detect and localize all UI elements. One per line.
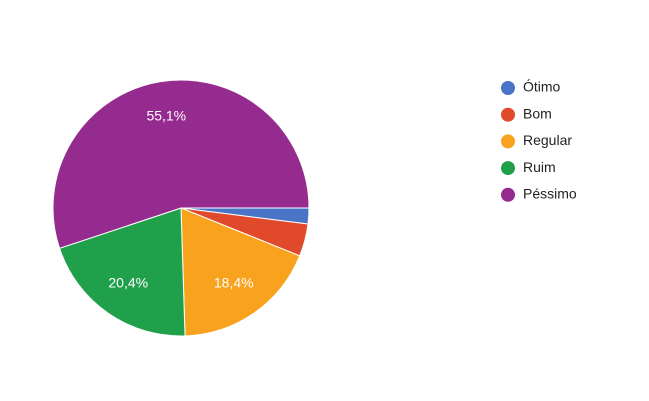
legend-label: Regular: [523, 132, 572, 148]
legend-label: Ótimo: [523, 79, 561, 95]
pie-slice: [58, 207, 186, 337]
slice-label: 55,1%: [146, 108, 186, 124]
slice-label: 18,4%: [214, 274, 254, 290]
pie-slice: [52, 79, 310, 249]
legend-marker: [501, 107, 515, 122]
legend-marker: [501, 187, 515, 202]
legend-marker: [501, 161, 515, 176]
pie-slice: [180, 207, 301, 337]
legend-label: Ruim: [523, 159, 556, 175]
legend-label: Bom: [523, 105, 552, 121]
legend-marker: [501, 134, 515, 149]
legend-label: Péssimo: [523, 186, 577, 202]
legend-marker: [501, 81, 515, 95]
slice-label: 20,4%: [108, 274, 148, 290]
